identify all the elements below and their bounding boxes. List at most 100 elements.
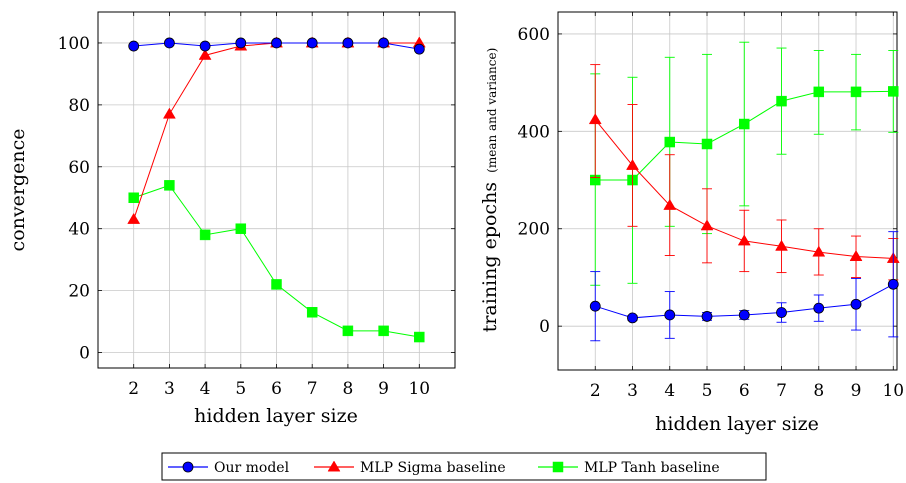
left-mlp-sigma-point xyxy=(127,212,141,224)
right-mlp-sigma-point xyxy=(737,234,751,246)
left-our-model-point xyxy=(306,37,318,49)
right-our-model-point xyxy=(850,298,862,310)
training-epochs-chart: 2 3 4 5 6 7 8 9 10 0 200 400 600 hidden layer size t… xyxy=(479,11,904,435)
left-our-model-point xyxy=(235,37,247,49)
right-our-model-point xyxy=(738,309,750,321)
right-series-our-model xyxy=(589,231,899,342)
left-mlp-tanh-point xyxy=(164,180,175,191)
legend-label: Our model xyxy=(214,460,290,476)
right-mlp-sigma-point xyxy=(775,239,788,251)
right-x-tick-label: 9 xyxy=(851,381,862,401)
left-mlp-tanh-point xyxy=(199,229,211,241)
right-our-model-point xyxy=(627,312,638,324)
right-series xyxy=(588,41,900,342)
left-x-tick-label: 10 xyxy=(408,379,430,399)
right-our-model-point xyxy=(813,302,825,314)
left-mlp-tanh-point xyxy=(378,325,389,337)
right-our-model-point xyxy=(589,300,601,312)
left-our-model-point xyxy=(342,37,354,49)
left-mlp-sigma-point xyxy=(198,48,212,60)
right-grid xyxy=(558,12,897,370)
left-mlp-tanh-point xyxy=(128,192,139,203)
left-series-our-model xyxy=(128,37,425,55)
legend-label: MLP Sigma baseline xyxy=(360,460,506,476)
left-x-tick-label: 8 xyxy=(342,379,353,399)
right-x-axis-label: hidden layer size xyxy=(655,413,819,435)
right-mlp-sigma-point xyxy=(700,219,714,231)
right-mlp-tanh-point xyxy=(776,95,787,107)
left-series-mlp-tanh xyxy=(128,180,425,343)
left-x-tick-label: 9 xyxy=(378,379,389,399)
left-mlp-sigma-point xyxy=(162,107,176,119)
left-x-tick-label: 6 xyxy=(271,379,282,399)
right-y-tick-label: 600 xyxy=(518,25,550,45)
left-y-tick-label: 20 xyxy=(68,282,90,302)
right-our-model-point xyxy=(664,309,676,321)
left-y-tick-label: 40 xyxy=(68,220,90,240)
right-mlp-tanh-point xyxy=(664,136,676,148)
right-x-tick-label: 4 xyxy=(664,381,675,401)
right-mlp-tanh-point xyxy=(739,118,750,130)
right-our-model-point xyxy=(701,311,713,322)
left-our-model-point xyxy=(163,37,175,49)
right-ticks: 2 3 4 5 6 7 8 9 10 0 200 400 600 xyxy=(518,12,904,401)
legend-label: MLP Tanh baseline xyxy=(584,460,720,476)
left-our-model-point xyxy=(128,40,140,52)
right-our-model-point xyxy=(776,307,787,318)
left-mlp-tanh-point xyxy=(306,307,318,318)
right-x-tick-label: 7 xyxy=(776,381,787,401)
legend-item-mlp-tanh: MLP Tanh baseline xyxy=(538,460,720,476)
right-y-tick-label: 400 xyxy=(518,122,550,142)
right-mlp-tanh-point xyxy=(850,86,862,98)
right-mlp-tanh-point xyxy=(888,86,899,97)
legend-item-our-model: Our model xyxy=(168,460,290,476)
right-x-tick-label: 8 xyxy=(813,381,824,401)
left-grid xyxy=(98,12,455,368)
legend-swatch-marker xyxy=(327,460,341,472)
legend-items: Our model MLP Sigma baseline MLP Tanh base… xyxy=(168,460,720,476)
legend: Our model MLP Sigma baseline MLP Tanh base… xyxy=(161,452,767,481)
right-mlp-sigma-point xyxy=(849,250,863,261)
left-mlp-tanh-point xyxy=(235,223,247,234)
left-y-tick-label: 0 xyxy=(79,344,90,364)
right-mlp-sigma-point xyxy=(588,113,602,125)
left-x-tick-label: 7 xyxy=(307,379,318,399)
left-mlp-tanh-point xyxy=(414,331,425,343)
legend-item-mlp-sigma: MLP Sigma baseline xyxy=(314,460,506,476)
right-series-mlp-sigma xyxy=(588,64,900,281)
left-our-model-point xyxy=(271,37,282,49)
left-x-tick-label: 5 xyxy=(235,379,246,399)
left-our-model-point xyxy=(199,40,211,52)
right-y-tick-label: 0 xyxy=(539,317,550,337)
left-y-tick-label: 100 xyxy=(58,34,90,54)
right-x-tick-label: 10 xyxy=(882,381,904,401)
left-our-model-point xyxy=(378,37,390,49)
left-mlp-tanh-point xyxy=(271,279,282,290)
left-x-tick-label: 4 xyxy=(200,379,211,399)
left-y-tick-label: 60 xyxy=(68,158,90,178)
right-mlp-sigma-point xyxy=(663,198,677,210)
legend-swatch-marker xyxy=(552,461,564,473)
left-series xyxy=(127,36,426,343)
right-mlp-tanh-point xyxy=(813,86,825,98)
right-y-tick-label: 200 xyxy=(518,220,550,240)
right-y-axis-label-main: training epochs xyxy=(479,182,501,332)
right-plot-frame xyxy=(557,11,898,371)
left-x-tick-label: 2 xyxy=(128,379,139,399)
right-mlp-sigma-point xyxy=(626,158,639,170)
left-y-axis-label: convergence xyxy=(7,129,29,252)
right-mlp-sigma-point xyxy=(812,245,826,257)
right-x-tick-label: 5 xyxy=(702,381,713,401)
left-x-axis-label: hidden layer size xyxy=(194,405,358,427)
left-mlp-tanh-point xyxy=(342,325,354,337)
left-y-tick-label: 80 xyxy=(68,96,90,116)
right-x-tick-label: 2 xyxy=(590,381,601,401)
right-x-tick-label: 3 xyxy=(627,381,638,401)
right-x-tick-label: 6 xyxy=(739,381,750,401)
right-mlp-tanh-point xyxy=(701,138,713,150)
legend-swatch-marker xyxy=(182,461,194,473)
left-our-model-point xyxy=(413,43,425,55)
